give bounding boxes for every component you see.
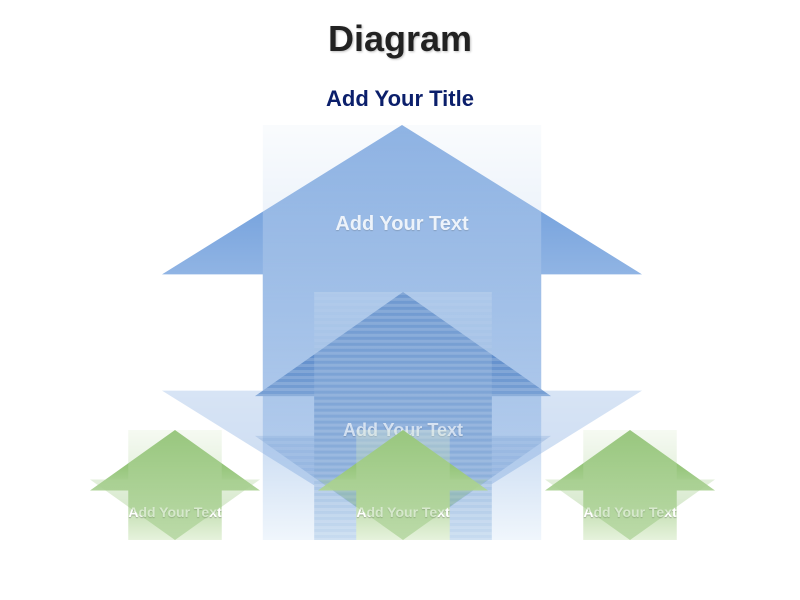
diagram-stage: Add Your Text Add Your Text: [0, 0, 800, 600]
arrow-reflection-green-mid: [318, 430, 488, 540]
reflection-fade: [0, 540, 800, 600]
